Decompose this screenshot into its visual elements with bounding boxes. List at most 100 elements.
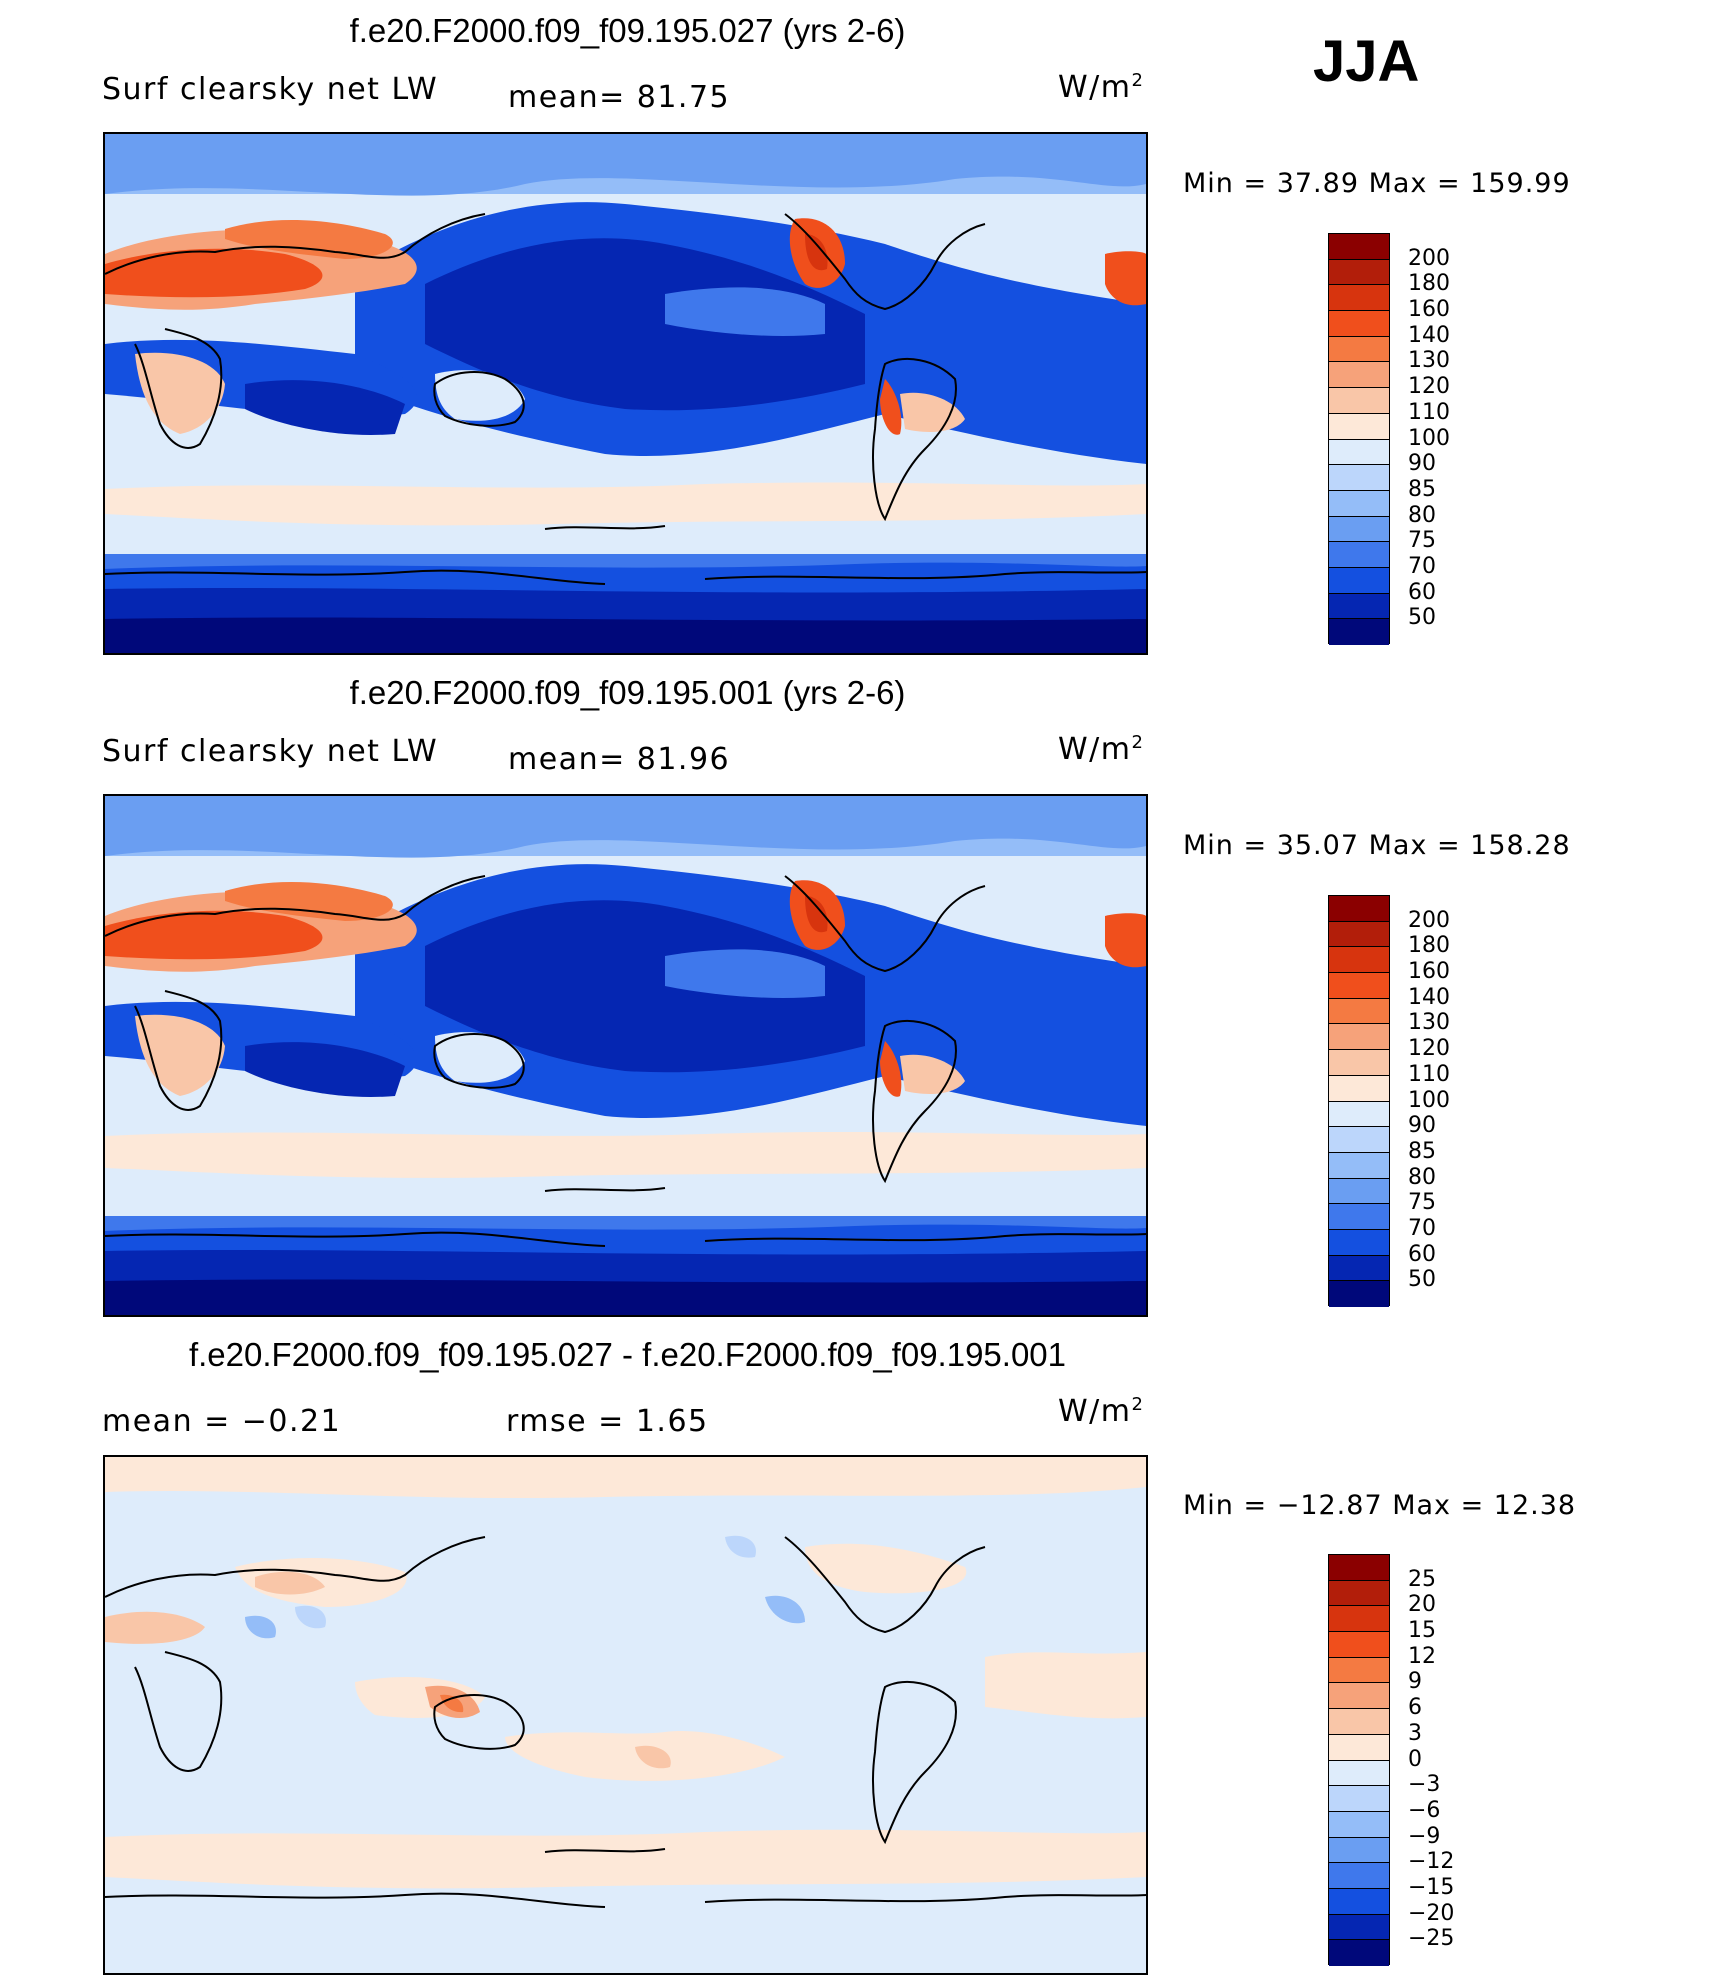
colorbar-label: 6 xyxy=(1408,1695,1422,1721)
panel-1-title: f.e20.F2000.f09_f09.195.027 (yrs 2-6) xyxy=(349,12,906,49)
colorbar-label: 12 xyxy=(1408,1643,1436,1669)
colorbar-label: 90 xyxy=(1408,1113,1436,1139)
colorbar-label: 180 xyxy=(1408,271,1450,297)
colorbar-box xyxy=(1329,1229,1389,1256)
colorbar-box xyxy=(1329,465,1389,491)
colorbar-box xyxy=(1329,1709,1389,1735)
panel-1-minmax: Min = 37.89 Max = 159.99 xyxy=(1183,168,1571,199)
panel-3-title: f.e20.F2000.f09_f09.195.027 - f.e20.F200… xyxy=(188,1336,1067,1373)
panel-2-map xyxy=(103,794,1148,1317)
panel-1-variable: Surf clearsky net LW xyxy=(102,72,439,107)
colorbar-box xyxy=(1329,1255,1389,1282)
colorbar-label: 110 xyxy=(1408,399,1450,425)
colorbar-box xyxy=(1329,1127,1389,1153)
colorbar-box xyxy=(1329,542,1389,568)
colorbar-box xyxy=(1329,1914,1389,1941)
colorbar-label: 110 xyxy=(1408,1061,1450,1087)
colorbar-box xyxy=(1329,1632,1389,1658)
colorbar-box xyxy=(1329,1657,1389,1684)
colorbar-label: −6 xyxy=(1408,1797,1441,1823)
colorbar-label: 85 xyxy=(1408,476,1436,502)
panel-1-mean: mean= 81.75 xyxy=(508,80,731,115)
panel-3-minmax: Min = −12.87 Max = 12.38 xyxy=(1183,1490,1577,1521)
colorbar-label: 180 xyxy=(1408,933,1450,959)
colorbar-box xyxy=(1329,973,1389,999)
colorbar-label: 0 xyxy=(1408,1746,1422,1772)
colorbar-label: 60 xyxy=(1408,579,1436,605)
colorbar-box xyxy=(1329,1734,1389,1761)
colorbar-box xyxy=(1329,1204,1389,1230)
colorbar-label: 100 xyxy=(1408,425,1450,451)
panel-2-mean: mean= 81.96 xyxy=(508,742,731,777)
panel-1-map xyxy=(103,132,1148,655)
colorbar-label: 85 xyxy=(1408,1138,1436,1164)
colorbar-label: 25 xyxy=(1408,1566,1436,1592)
colorbar-box xyxy=(1329,1101,1389,1128)
colorbar-box xyxy=(1329,1606,1389,1633)
season-label: JJA xyxy=(1313,29,1420,94)
colorbar-box xyxy=(1329,1888,1389,1915)
colorbar-label: −9 xyxy=(1408,1823,1441,1849)
colorbar-label: 130 xyxy=(1408,1010,1450,1036)
panel-3-units: W/m2 xyxy=(1058,1394,1145,1429)
colorbar-label: 120 xyxy=(1408,374,1450,400)
colorbar-label: 20 xyxy=(1408,1592,1436,1618)
colorbar-box xyxy=(1329,1683,1389,1710)
colorbar-box xyxy=(1329,1152,1389,1179)
colorbar-box xyxy=(1329,998,1389,1025)
colorbar-box xyxy=(1329,439,1389,466)
colorbar-label: 120 xyxy=(1408,1036,1450,1062)
colorbar-label: 60 xyxy=(1408,1241,1436,1267)
colorbar-box xyxy=(1329,1760,1389,1787)
colorbar-label: 70 xyxy=(1408,1215,1436,1241)
colorbar-label: 75 xyxy=(1408,1190,1436,1216)
colorbar-box xyxy=(1329,285,1389,312)
colorbar-label: 80 xyxy=(1408,1164,1436,1190)
panel-3-colorbar xyxy=(1328,1554,1390,1966)
panel-3-map xyxy=(103,1455,1148,1975)
panel-2-map-svg xyxy=(105,796,1146,1315)
colorbar-box xyxy=(1329,1863,1389,1889)
colorbar-label: 3 xyxy=(1408,1720,1422,1746)
colorbar-box xyxy=(1329,1024,1389,1051)
colorbar-label: −12 xyxy=(1408,1849,1455,1875)
colorbar-box xyxy=(1329,593,1389,620)
colorbar-box xyxy=(1329,1555,1389,1581)
colorbar-label: 15 xyxy=(1408,1618,1436,1644)
colorbar-box xyxy=(1329,1940,1389,1966)
colorbar-label: 9 xyxy=(1408,1669,1422,1695)
colorbar-box xyxy=(1329,947,1389,974)
colorbar-box xyxy=(1329,413,1389,440)
colorbar-box xyxy=(1329,1811,1389,1838)
colorbar-box xyxy=(1329,1786,1389,1812)
colorbar-box xyxy=(1329,1050,1389,1076)
colorbar-label: 160 xyxy=(1408,297,1450,323)
panel-1-colorbar xyxy=(1328,233,1390,645)
colorbar-label: 75 xyxy=(1408,528,1436,554)
panel-3-rmse: rmse = 1.65 xyxy=(506,1404,709,1439)
colorbar-label: −3 xyxy=(1408,1772,1441,1798)
colorbar-box xyxy=(1329,1075,1389,1102)
colorbar-box xyxy=(1329,234,1389,260)
colorbar-label: 200 xyxy=(1408,907,1450,933)
colorbar-box xyxy=(1329,336,1389,363)
colorbar-label: −25 xyxy=(1408,1926,1455,1952)
colorbar-label: −20 xyxy=(1408,1900,1455,1926)
colorbar-box xyxy=(1329,619,1389,645)
colorbar-box xyxy=(1329,311,1389,337)
colorbar-box xyxy=(1329,259,1389,286)
panel-3-mean: mean = −0.21 xyxy=(102,1404,342,1439)
colorbar-box xyxy=(1329,567,1389,594)
colorbar-label: 50 xyxy=(1408,605,1436,631)
colorbar-label: 200 xyxy=(1408,245,1450,271)
colorbar-label: 140 xyxy=(1408,984,1450,1010)
colorbar-label: −15 xyxy=(1408,1874,1455,1900)
panel-2-title: f.e20.F2000.f09_f09.195.001 (yrs 2-6) xyxy=(349,674,906,711)
colorbar-box xyxy=(1329,516,1389,543)
colorbar-box xyxy=(1329,1837,1389,1864)
colorbar-label: 160 xyxy=(1408,959,1450,985)
colorbar-label: 50 xyxy=(1408,1267,1436,1293)
panel-3-map-svg xyxy=(105,1457,1146,1973)
colorbar-label: 130 xyxy=(1408,348,1450,374)
colorbar-label: 140 xyxy=(1408,322,1450,348)
